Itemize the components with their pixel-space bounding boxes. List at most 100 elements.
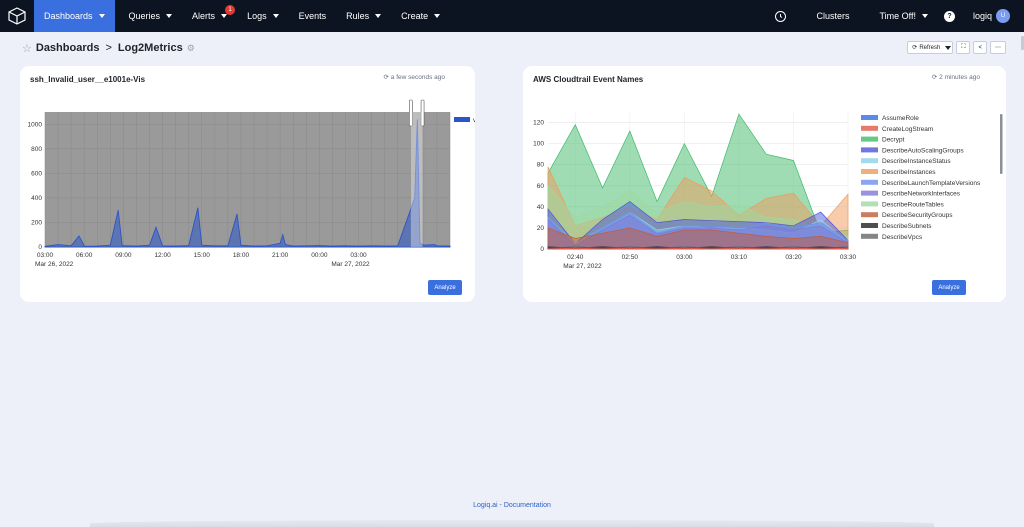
y-tick-label: 400 bbox=[31, 195, 42, 202]
logiq-logo-icon[interactable] bbox=[0, 0, 34, 32]
top-navigation-bar: Dashboards Queries Alerts 1 Logs Events Rules C… bbox=[0, 0, 1024, 32]
legend-label[interactable]: DescribeRouteTables bbox=[882, 201, 945, 208]
series-area-DescribeSecurityGroups[interactable] bbox=[547, 227, 849, 250]
legend-label[interactable]: DescribeAutoScalingGroups bbox=[882, 147, 964, 154]
y-tick-label: 120 bbox=[533, 120, 544, 127]
analyze-button[interactable]: Analyze bbox=[428, 280, 462, 295]
y-tick-label: 100 bbox=[533, 141, 544, 148]
y-tick-label: 1000 bbox=[28, 121, 43, 128]
footer-shadow bbox=[90, 520, 934, 527]
nav-dashboards[interactable]: Dashboards bbox=[34, 0, 115, 32]
legend-swatch bbox=[861, 169, 878, 174]
y-tick-label: 200 bbox=[31, 219, 42, 226]
series-area-CreateLogStream[interactable] bbox=[547, 247, 849, 250]
x-tick-label: 15:00 bbox=[194, 252, 211, 259]
chevron-down-icon bbox=[98, 14, 105, 18]
nav-queries[interactable]: Queries bbox=[121, 0, 181, 32]
y-tick-label: 600 bbox=[31, 170, 42, 177]
legend-swatch bbox=[861, 223, 878, 228]
chevron-down-icon bbox=[375, 14, 382, 18]
legend-label[interactable]: DescribeInstanceStatus bbox=[882, 158, 951, 165]
chart-plot-area bbox=[45, 112, 450, 247]
legend-label[interactable]: DescribeSecurityGroups bbox=[882, 212, 953, 219]
nav-label: Logs bbox=[247, 11, 267, 21]
legend-label[interactable]: DescribeInstances bbox=[882, 169, 936, 176]
dashboard-toolbar: ⟳ Refresh ⛶ < ⋯ bbox=[907, 41, 1006, 54]
breadcrumb-root[interactable]: Dashboards bbox=[35, 42, 100, 54]
y-tick-label: 20 bbox=[537, 225, 545, 232]
x-tick-label: 03:30 bbox=[840, 254, 857, 261]
nav-create[interactable]: Create bbox=[393, 0, 448, 32]
x-tick-label: 03:00 bbox=[37, 252, 54, 259]
aws-cloudtrail-chart[interactable]: 0 20 40 60 80 100 120 02:40 02:50 03:00 03:10 03:20… bbox=[523, 92, 1006, 302]
series-value-area[interactable] bbox=[44, 119, 451, 248]
chevron-down-icon bbox=[945, 45, 952, 50]
legend-label[interactable]: AssumeRole bbox=[882, 115, 919, 122]
clock-icon[interactable] bbox=[775, 10, 787, 22]
user-label: logiq bbox=[972, 11, 992, 21]
analyze-button[interactable]: Analyze bbox=[932, 280, 966, 295]
nav-label: Events bbox=[298, 11, 327, 21]
nav-logs[interactable]: Logs bbox=[239, 0, 287, 32]
ssh-invalid-user-chart[interactable]: 0 200 400 600 800 1000 03:00 06:00 09:00 12:00 15:… bbox=[20, 92, 475, 302]
avatar-initial: U bbox=[1000, 13, 1006, 19]
widget-aws-cloudtrail: AWS Cloudtrail Event Names ⟳ 2 minutes a… bbox=[523, 66, 1006, 302]
alert-count-badge: 1 bbox=[225, 5, 236, 15]
widget-title: AWS Cloudtrail Event Names bbox=[533, 75, 644, 84]
share-button[interactable]: < bbox=[973, 41, 987, 54]
range-brush-selection[interactable] bbox=[410, 112, 423, 247]
analyze-label: Analyze bbox=[938, 284, 960, 291]
y-tick-label: 800 bbox=[31, 146, 42, 153]
analyze-label: Analyze bbox=[434, 284, 456, 291]
fullscreen-button[interactable]: ⛶ bbox=[956, 41, 971, 54]
x-tick-label: 06:00 bbox=[76, 252, 93, 259]
legend-label[interactable]: DescribeLaunchTemplateVersions bbox=[882, 180, 981, 187]
refresh-button[interactable]: ⟳ Refresh bbox=[907, 41, 954, 54]
nav-label: Dashboards bbox=[44, 11, 93, 21]
clusters-menu[interactable]: Clusters bbox=[808, 0, 857, 32]
legend-scrollbar[interactable] bbox=[1000, 114, 1003, 174]
settings-gear-icon[interactable]: ⚙ bbox=[186, 42, 195, 53]
legend-swatch bbox=[861, 233, 878, 239]
legend-label[interactable]: Decrypt bbox=[882, 137, 905, 144]
x-tick-label: 03:00 bbox=[676, 254, 693, 261]
y-tick-label: 60 bbox=[537, 183, 545, 190]
range-brush-handle[interactable] bbox=[420, 99, 425, 127]
help-icon[interactable]: ? bbox=[943, 10, 955, 22]
page-scrollbar[interactable] bbox=[1021, 36, 1024, 50]
chevron-down-icon bbox=[272, 14, 279, 18]
nav-label: Queries bbox=[128, 11, 161, 21]
nav-events[interactable]: Events bbox=[291, 0, 335, 32]
legend-label[interactable]: CreateLogStream bbox=[882, 126, 933, 133]
x-tick-label: 02:40 bbox=[567, 254, 584, 261]
widget-title: ssh_Invalid_user__e1001e-Vis bbox=[30, 75, 146, 84]
breadcrumb-current: Log2Metrics bbox=[117, 42, 183, 54]
nav-label: Create bbox=[401, 11, 429, 21]
time-off-menu[interactable]: Time Off! bbox=[871, 0, 936, 32]
favorite-star-icon[interactable]: ☆ bbox=[22, 42, 32, 55]
legend-label[interactable]: DescribeNetworkInterfaces bbox=[882, 191, 961, 198]
footer-link[interactable]: Logiq.ai - Documentation bbox=[0, 502, 1024, 509]
legend-label[interactable]: DescribeVpcs bbox=[882, 234, 923, 241]
more-options-button[interactable]: ⋯ bbox=[990, 41, 1006, 54]
x-tick-label: 02:50 bbox=[622, 254, 639, 261]
x-tick-label: 09:00 bbox=[115, 252, 132, 259]
date-label: Mar 26, 2022 bbox=[35, 261, 74, 268]
share-icon: < bbox=[978, 44, 982, 51]
nav-rules[interactable]: Rules bbox=[338, 0, 389, 32]
refresh-icon: ⟳ bbox=[931, 74, 938, 81]
legend-swatch bbox=[861, 136, 878, 142]
avatar[interactable]: U bbox=[996, 9, 1010, 23]
legend-label: value bbox=[473, 117, 475, 124]
fullscreen-icon: ⛶ bbox=[961, 44, 966, 50]
nav-alerts[interactable]: Alerts 1 bbox=[184, 0, 236, 32]
y-tick-label: 40 bbox=[537, 204, 545, 211]
x-tick-label: 18:00 bbox=[233, 252, 250, 259]
legend-label[interactable]: DescribeSubnets bbox=[882, 223, 932, 230]
x-tick-label: 03:20 bbox=[785, 254, 802, 261]
help-icon-glyph: ? bbox=[947, 12, 952, 20]
user-menu[interactable]: logiq U bbox=[973, 0, 1024, 32]
widget-updated-label: a few seconds ago bbox=[390, 74, 445, 81]
x-tick-label: 03:10 bbox=[731, 254, 748, 261]
range-brush-handle[interactable] bbox=[409, 99, 413, 127]
